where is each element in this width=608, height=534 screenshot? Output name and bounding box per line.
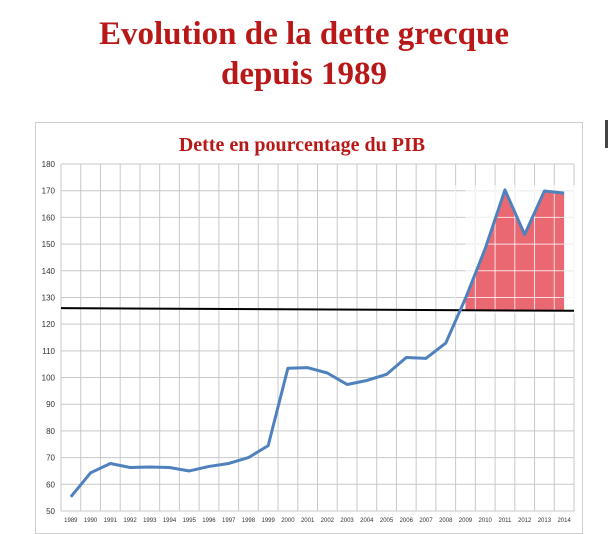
y-tick-label: 60	[46, 480, 55, 489]
debt-series-line	[69, 188, 565, 498]
x-tick-label: 2004	[360, 518, 374, 524]
y-tick-label: 120	[42, 320, 56, 329]
x-tick-label: 2000	[281, 518, 295, 524]
y-tick-label: 160	[42, 213, 56, 222]
x-tick-label: 1998	[242, 518, 256, 524]
page-title: Evolution de la dette grecque depuis 198…	[0, 14, 608, 94]
y-tick-label: 110	[42, 347, 55, 356]
x-tick-label: 2009	[459, 518, 473, 524]
x-tick-label: 2005	[380, 518, 394, 524]
y-tick-label: 180	[42, 160, 56, 169]
x-tick-label: 2010	[479, 518, 493, 524]
y-tick-label: 150	[42, 240, 56, 249]
x-tick-label: 2013	[538, 518, 552, 524]
x-tick-label: 2007	[419, 518, 433, 524]
x-tick-label: 2001	[301, 518, 315, 524]
x-tick-label: 2003	[340, 518, 354, 524]
x-tick-label: 1996	[202, 518, 216, 524]
x-tick-label: 1990	[84, 518, 98, 524]
x-tick-label: 2014	[557, 518, 571, 524]
y-tick-label: 170	[42, 187, 56, 196]
x-tick-label: 2008	[439, 518, 453, 524]
x-tick-label: 1992	[123, 518, 137, 524]
x-tick-label: 1997	[222, 518, 236, 524]
y-tick-label: 90	[46, 400, 55, 409]
y-tick-label: 50	[46, 507, 55, 516]
shaded-area-layer	[455, 185, 575, 314]
chart-title: Dette en pourcentage du PIB	[179, 134, 425, 156]
x-tick-label: 1991	[104, 518, 118, 524]
y-tick-label: 100	[42, 374, 56, 383]
series-line-layer	[69, 188, 565, 498]
y-tick-label: 70	[46, 454, 55, 463]
right-edge-bracket	[605, 120, 608, 148]
y-tick-label: 130	[42, 293, 56, 302]
x-tick-label: 2002	[321, 518, 335, 524]
x-tick-label: 2006	[400, 518, 414, 524]
x-tick-label: 1999	[261, 518, 275, 524]
reference-line	[60, 307, 575, 312]
y-tick-label: 80	[46, 427, 55, 436]
x-tick-label: 1994	[163, 518, 177, 524]
x-tick-label: 1995	[183, 518, 197, 524]
x-tick-label: 2012	[518, 518, 532, 524]
x-tick-label: 2011	[498, 518, 512, 524]
x-tick-label: 1993	[143, 518, 157, 524]
reference-line-layer	[60, 307, 575, 312]
x-tick-label: 1989	[64, 518, 78, 524]
x-tick-labels: 1989 1990 1991 1992 1993 1994 1995 1996 1997 1998…	[64, 518, 571, 524]
page-title-line2: depuis 1989	[221, 56, 387, 92]
page-title-line1: Evolution de la dette grecque	[98, 16, 510, 52]
y-tick-labels: 50 60 70 80 90 100 110 120 130 140 150 160 170 180	[42, 160, 56, 516]
y-tick-label: 140	[42, 267, 56, 276]
